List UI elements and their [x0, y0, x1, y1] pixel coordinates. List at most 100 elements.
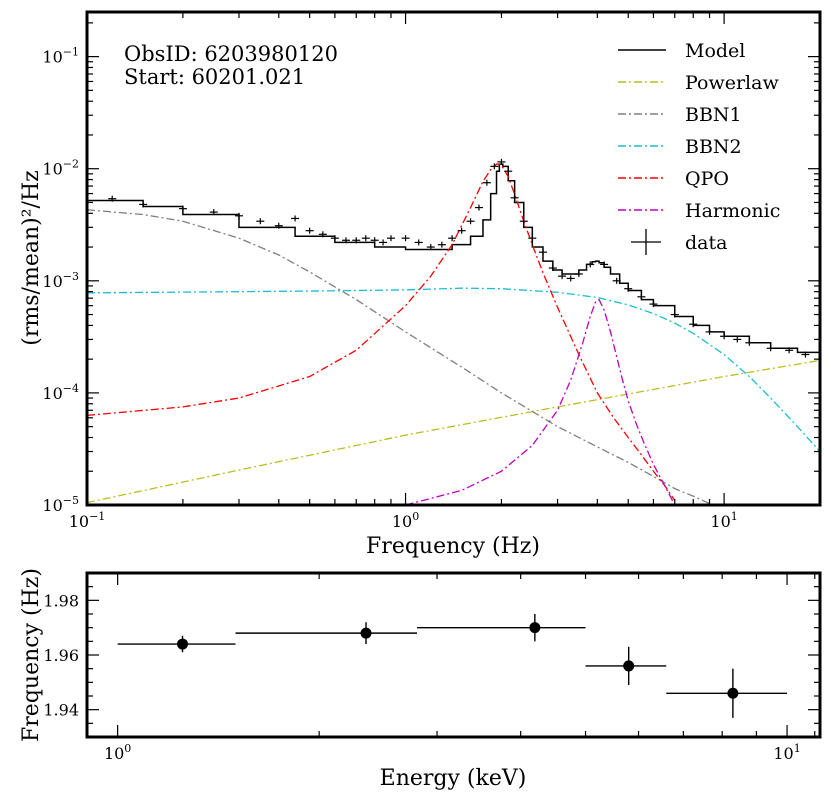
- data-point: [256, 218, 265, 225]
- data-point: [401, 235, 410, 242]
- data-point: [574, 271, 583, 278]
- qpo-frequency-point: [117, 635, 236, 653]
- legend-entry-harmonic: Harmonic: [618, 200, 780, 222]
- series-powerlaw-line: [87, 359, 820, 504]
- data-point: [361, 235, 370, 242]
- data-point: [519, 218, 528, 225]
- data-point: [379, 239, 388, 246]
- data-point: [341, 237, 350, 244]
- y-tick-label: 1.94: [43, 701, 79, 720]
- power-spectrum-data-points: [108, 158, 810, 358]
- data-point: [548, 265, 557, 272]
- y-tick-label: 10−2: [42, 158, 79, 179]
- data-point: [352, 237, 361, 244]
- y-tick-label: 1.98: [43, 591, 79, 610]
- data-point: [558, 273, 567, 280]
- series-qpo-line: [87, 163, 676, 501]
- y-tick-label: 10−4: [42, 382, 79, 403]
- data-point: [705, 328, 714, 335]
- data-point: [466, 218, 475, 225]
- legend-entry-model: Model: [618, 40, 745, 62]
- data-point: [209, 209, 218, 216]
- svg-text:data: data: [685, 232, 727, 254]
- qpo-frequency-ticks: [86, 572, 820, 738]
- data-point: [370, 237, 379, 244]
- qpo-frequency-point: [666, 668, 788, 718]
- qpo-frequency-points: [117, 614, 788, 718]
- data-point: [386, 235, 395, 242]
- svg-text:QPO: QPO: [685, 168, 729, 190]
- svg-text:BBN2: BBN2: [685, 136, 742, 158]
- data-point: [426, 244, 435, 251]
- data-point: [528, 235, 537, 242]
- data-point: [139, 201, 148, 208]
- data-point: [482, 179, 491, 186]
- y-tick-label: 10−1: [42, 46, 79, 67]
- series-harmonic-line: [405, 298, 676, 505]
- legend: Model Powerlaw BBN1 BBN2 QPO Harmonic data: [618, 40, 780, 255]
- data-point: [490, 163, 499, 170]
- data-point: [305, 227, 314, 234]
- obsid-annotation: ObsID: 6203980120: [124, 42, 338, 66]
- series-bbn1-line: [87, 209, 715, 505]
- qpo-frequency-axes-frame: [85, 571, 822, 739]
- series-model-line: [87, 163, 820, 355]
- data-point: [497, 158, 506, 165]
- qpo-frequency-tick-labels: 100 101 1.94 1.96 1.98: [43, 591, 800, 763]
- data-point: [318, 231, 327, 238]
- data-point: [274, 222, 283, 229]
- series-bbn2-line: [87, 287, 820, 452]
- power-spectrum-axes-frame: [85, 10, 822, 507]
- data-point: [178, 205, 187, 212]
- data-point: [330, 235, 339, 242]
- data-point: [234, 212, 243, 219]
- legend-entry-bbn1: BBN1: [618, 104, 742, 126]
- legend-entry-bbn2: BBN2: [618, 136, 742, 158]
- svg-text:Harmonic: Harmonic: [685, 200, 780, 222]
- data-point: [689, 321, 698, 328]
- power-spectrum-ylabel: (rms/mean)²/Hz: [19, 170, 44, 345]
- svg-text:Powerlaw: Powerlaw: [685, 72, 779, 94]
- qpo-frequency-xlabel: Energy (keV): [380, 766, 527, 791]
- data-point: [437, 241, 446, 248]
- data-point: [600, 261, 609, 268]
- data-point: [448, 235, 457, 242]
- data-point: [745, 339, 754, 346]
- data-point: [766, 345, 775, 352]
- qpo-frequency-point: [235, 622, 417, 645]
- data-point: [612, 277, 621, 284]
- x-tick-label: 100: [104, 742, 131, 763]
- data-point: [670, 311, 679, 318]
- y-tick-label: 1.96: [43, 646, 79, 665]
- data-point: [586, 261, 595, 268]
- x-tick-label: 100: [392, 510, 419, 531]
- legend-entry-powerlaw: Powerlaw: [618, 72, 779, 94]
- data-point: [474, 204, 483, 211]
- power-spectrum-xlabel: Frequency (Hz): [366, 534, 540, 559]
- qpo-frequency-ylabel: Frequency (Hz): [19, 568, 44, 742]
- data-point: [510, 194, 519, 201]
- svg-text:BBN1: BBN1: [685, 104, 742, 126]
- x-tick-label: 101: [773, 742, 800, 763]
- data-point: [720, 333, 729, 340]
- data-point: [108, 195, 117, 202]
- data-point: [414, 239, 423, 246]
- x-tick-label: 101: [710, 510, 737, 531]
- data-point: [801, 351, 810, 358]
- start-annotation: Start: 60201.021: [124, 65, 305, 89]
- legend-entry-qpo: QPO: [618, 168, 729, 190]
- data-point: [637, 293, 646, 300]
- x-tick-label: 10−1: [69, 510, 106, 531]
- data-point: [457, 227, 466, 234]
- data-point: [733, 336, 742, 343]
- y-tick-label: 10−3: [42, 270, 79, 291]
- qpo-frequency-panel: 100 101 1.94 1.96 1.98 Energy (keV) Frequenc…: [19, 568, 822, 791]
- legend-entry-data: data: [631, 229, 727, 255]
- data-point: [785, 347, 794, 354]
- data-point: [649, 301, 658, 308]
- data-point: [566, 275, 575, 282]
- data-point: [624, 285, 633, 292]
